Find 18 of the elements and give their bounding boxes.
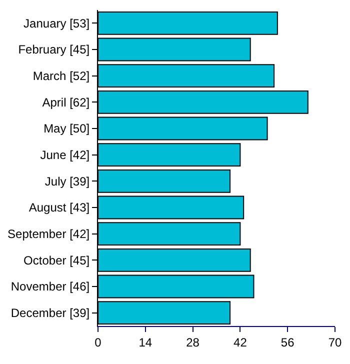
y-tick-label: July [39]: [44, 174, 90, 188]
x-tick-label: 70: [328, 335, 342, 350]
y-tick-label: June [42]: [40, 148, 90, 162]
x-tick-label: 28: [186, 335, 200, 350]
y-tick-label: August [43]: [28, 200, 90, 215]
x-tick-label: 56: [280, 335, 295, 350]
x-tick-label: 0: [94, 335, 102, 350]
y-tick-label: March [52]: [32, 69, 90, 84]
y-tick-label: September [42]: [8, 227, 90, 242]
y-tick-label: December [39]: [10, 306, 90, 320]
y-tick-label: April [62]: [42, 95, 90, 110]
x-tick-label: 14: [138, 335, 152, 350]
y-tick-label: October [45]: [24, 253, 90, 268]
y-tick-label: January [53]: [24, 16, 90, 30]
x-tick-label: 42: [234, 335, 248, 350]
y-tick-label: February [45]: [18, 42, 90, 57]
y-tick-label: November [46]: [10, 280, 90, 294]
y-tick-label: May [50]: [44, 122, 90, 136]
